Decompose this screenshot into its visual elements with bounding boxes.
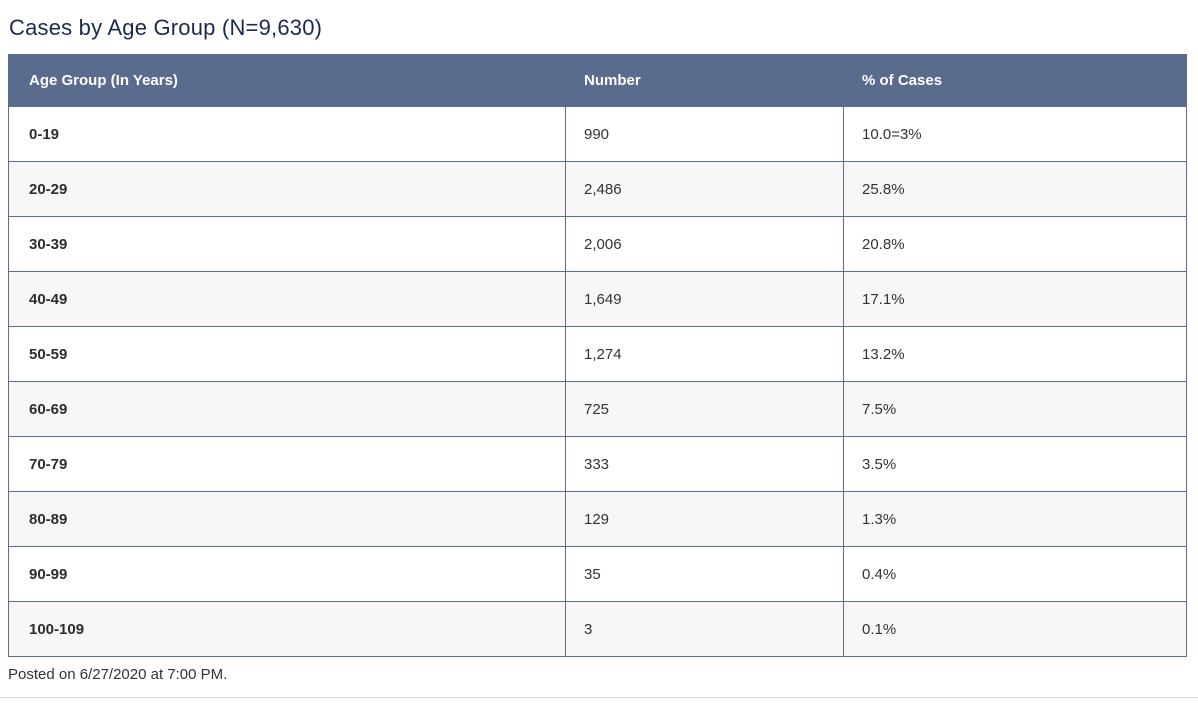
percent-cell: 20.8% <box>843 216 1187 272</box>
table-row: 50-59 1,274 13.2% <box>8 326 1187 382</box>
header-row: Age Group (In Years) Number % of Cases <box>8 54 1187 107</box>
cases-by-age-table: Age Group (In Years) Number % of Cases 0… <box>8 54 1187 657</box>
table-row: 0-19 990 10.0=3% <box>8 106 1187 162</box>
age-group-cell: 40-49 <box>8 271 566 327</box>
table-row: 70-79 333 3.5% <box>8 436 1187 492</box>
table-row: 40-49 1,649 17.1% <box>8 271 1187 327</box>
percent-cell: 13.2% <box>843 326 1187 382</box>
percent-cell: 3.5% <box>843 436 1187 492</box>
table-row: 60-69 725 7.5% <box>8 381 1187 437</box>
number-cell: 1,649 <box>565 271 844 327</box>
table-body: 0-19 990 10.0=3% 20-29 2,486 25.8% 30-39… <box>8 106 1187 657</box>
age-group-cell: 50-59 <box>8 326 566 382</box>
percent-cell: 0.4% <box>843 546 1187 602</box>
percent-cell: 25.8% <box>843 161 1187 217</box>
percent-cell: 17.1% <box>843 271 1187 327</box>
column-header-age-group: Age Group (In Years) <box>8 54 566 107</box>
age-group-cell: 90-99 <box>8 546 566 602</box>
table-row: 80-89 129 1.3% <box>8 491 1187 547</box>
column-header-percent: % of Cases <box>843 54 1187 107</box>
percent-cell: 0.1% <box>843 601 1187 657</box>
number-cell: 1,274 <box>565 326 844 382</box>
number-cell: 2,486 <box>565 161 844 217</box>
table-row: 30-39 2,006 20.8% <box>8 216 1187 272</box>
age-group-cell: 100-109 <box>8 601 566 657</box>
number-cell: 3 <box>565 601 844 657</box>
number-cell: 35 <box>565 546 844 602</box>
bottom-divider <box>0 697 1198 698</box>
table-row: 20-29 2,486 25.8% <box>8 161 1187 217</box>
number-cell: 725 <box>565 381 844 437</box>
number-cell: 2,006 <box>565 216 844 272</box>
number-cell: 990 <box>565 106 844 162</box>
number-cell: 333 <box>565 436 844 492</box>
age-group-cell: 0-19 <box>8 106 566 162</box>
number-cell: 129 <box>565 491 844 547</box>
table-row: 100-109 3 0.1% <box>8 601 1187 657</box>
age-group-cell: 20-29 <box>8 161 566 217</box>
posted-timestamp: Posted on 6/27/2020 at 7:00 PM. <box>8 666 228 683</box>
age-group-cell: 60-69 <box>8 381 566 437</box>
age-group-cell: 30-39 <box>8 216 566 272</box>
page-title: Cases by Age Group (N=9,630) <box>9 15 323 40</box>
table-header: Age Group (In Years) Number % of Cases <box>8 54 1187 107</box>
percent-cell: 10.0=3% <box>843 106 1187 162</box>
age-group-cell: 80-89 <box>8 491 566 547</box>
table-row: 90-99 35 0.4% <box>8 546 1187 602</box>
column-header-number: Number <box>565 54 844 107</box>
age-group-cell: 70-79 <box>8 436 566 492</box>
percent-cell: 7.5% <box>843 381 1187 437</box>
percent-cell: 1.3% <box>843 491 1187 547</box>
